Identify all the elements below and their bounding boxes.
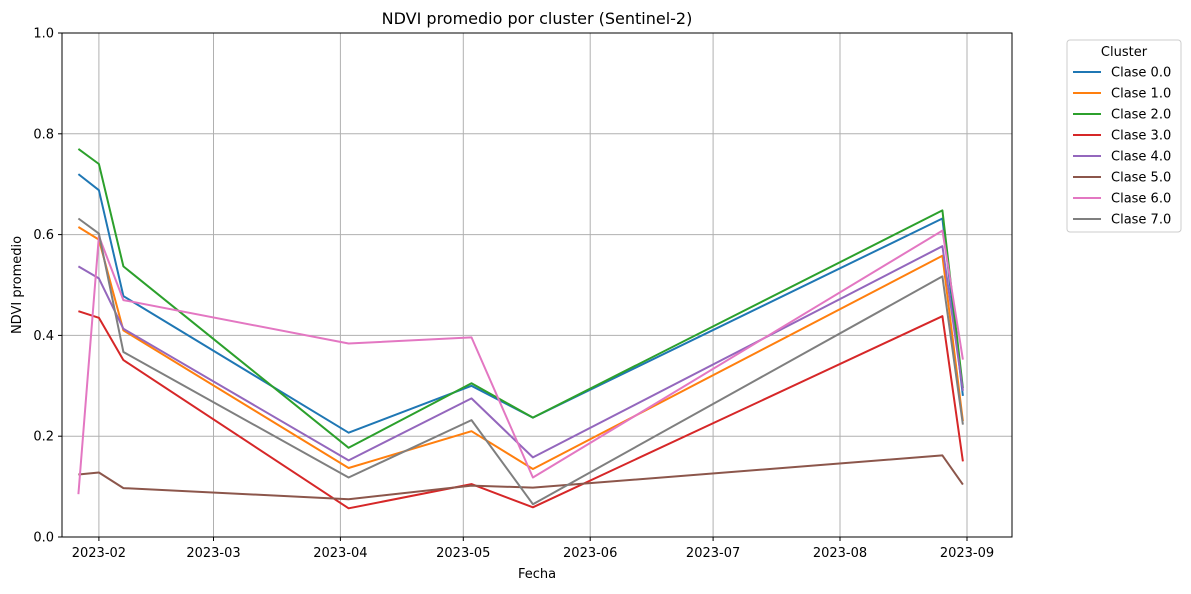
legend: Cluster Clase 0.0 Clase 1.0 Clase 2.0 Clase…	[1066, 39, 1182, 233]
series-line-7	[77, 229, 964, 495]
y-axis-label: NDVI promedio	[10, 236, 25, 334]
y-tick-label: 0.0	[33, 531, 54, 546]
legend-entry: Clase 5.0	[1111, 171, 1171, 186]
legend-title: Cluster	[1101, 45, 1148, 60]
x-tick-label: 2023-09	[940, 546, 994, 561]
series-lines	[77, 148, 964, 510]
y-axis-ticks: 0.0 0.2 0.4 0.6 0.8 1.0	[33, 27, 62, 546]
x-tick-label: 2023-02	[72, 546, 126, 561]
y-tick-label: 0.4	[33, 329, 54, 344]
x-axis-label: Fecha	[518, 567, 556, 582]
legend-box	[1066, 39, 1182, 233]
x-tick-label: 2023-06	[563, 546, 617, 561]
series-line-5	[77, 245, 964, 462]
series-line-1	[77, 173, 964, 434]
chart-title: NDVI promedio por cluster (Sentinel-2)	[382, 9, 693, 28]
legend-entry: Clase 4.0	[1111, 150, 1171, 165]
legend-entry: Clase 2.0	[1111, 108, 1171, 123]
series-line-8	[77, 217, 964, 506]
y-tick-label: 0.6	[33, 228, 54, 243]
x-tick-label: 2023-07	[686, 546, 740, 561]
legend-entry: Clase 7.0	[1111, 213, 1171, 228]
x-tick-label: 2023-04	[313, 546, 367, 561]
x-axis-ticks: 2023-02 2023-03 2023-04 2023-05 2023-06 2023-…	[72, 537, 994, 561]
series-line-4	[78, 310, 964, 510]
plot-frame	[61, 32, 1013, 538]
y-tick-label: 0.8	[33, 127, 54, 142]
series-line-2	[77, 226, 964, 470]
y-tick-label: 1.0	[33, 27, 54, 42]
y-tick-label: 0.2	[33, 430, 54, 445]
x-tick-label: 2023-08	[813, 546, 867, 561]
legend-entry: Clase 1.0	[1111, 87, 1171, 102]
series-line-3	[77, 148, 964, 449]
legend-entry: Clase 0.0	[1111, 66, 1171, 81]
legend-entry: Clase 6.0	[1111, 192, 1171, 207]
x-tick-label: 2023-03	[186, 546, 240, 561]
x-tick-label: 2023-05	[436, 546, 490, 561]
legend-entry: Clase 3.0	[1111, 129, 1171, 144]
series-line-6	[78, 454, 964, 501]
